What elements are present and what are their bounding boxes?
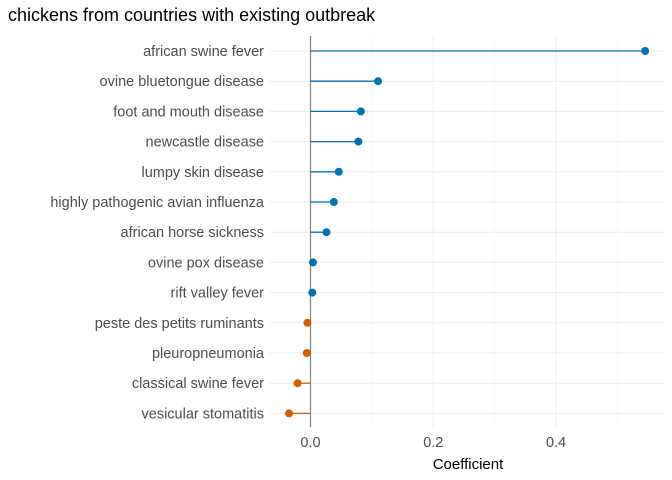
category-label: african horse sickness — [121, 225, 264, 241]
x-tick-label: 0.0 — [300, 435, 320, 451]
category-label: classical swine fever — [132, 376, 264, 392]
lollipop-point — [356, 107, 365, 116]
category-label: pleuropneumonia — [152, 346, 265, 362]
lollipop-point — [354, 137, 363, 146]
category-label: ovine bluetongue disease — [100, 74, 264, 90]
category-label: african swine fever — [143, 44, 264, 60]
x-axis-title: Coefficient — [433, 456, 504, 473]
category-labels: african swine fever ovine bluetongue dise… — [50, 44, 265, 422]
x-tick-label: 0.2 — [423, 435, 443, 451]
lollipop-point — [302, 349, 311, 357]
category-label: lumpy skin disease — [142, 165, 265, 181]
lollipop-point — [308, 288, 317, 297]
lollipop-point — [285, 409, 294, 418]
lollipop-point — [322, 228, 331, 237]
lollipop-point — [293, 379, 302, 388]
lollipop-point — [641, 47, 650, 55]
category-label: peste des petits ruminants — [95, 316, 264, 332]
lollipop-point — [374, 77, 383, 86]
category-label: newcastle disease — [146, 135, 265, 151]
lollipop-point — [329, 198, 338, 206]
x-tick-labels: 0.0 0.2 0.4 — [300, 435, 566, 451]
category-label: foot and mouth disease — [113, 104, 264, 120]
x-tick-label: 0.4 — [546, 435, 566, 451]
category-label: highly pathogenic avian influenza — [50, 195, 265, 211]
marks — [285, 47, 650, 418]
chart-title: chickens from countries with existing ou… — [8, 5, 376, 25]
category-label: rift valley fever — [171, 286, 265, 302]
lollipop-point — [308, 258, 317, 267]
lollipop-point — [334, 167, 343, 176]
category-label: ovine pox disease — [148, 255, 264, 271]
category-label: vesicular stomatitis — [142, 406, 264, 422]
lollipop-point — [303, 318, 312, 327]
